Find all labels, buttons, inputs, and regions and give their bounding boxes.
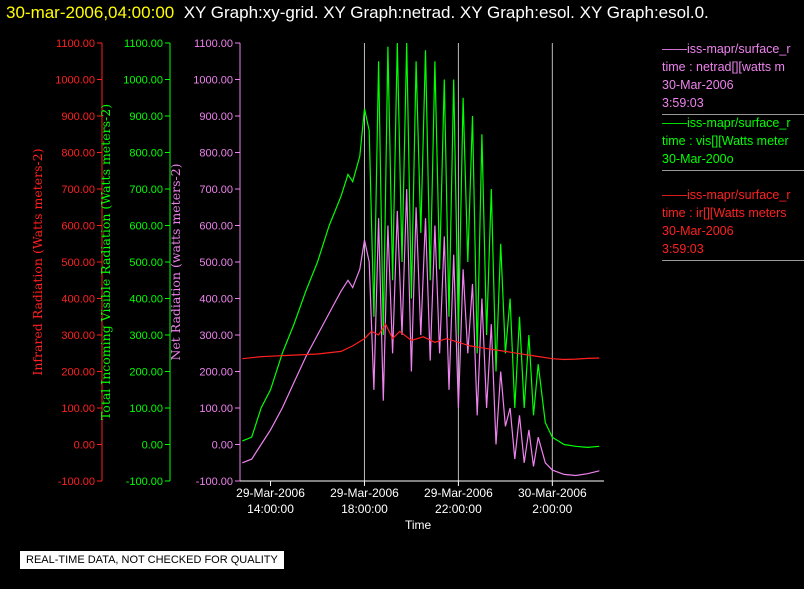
- y-tick-label-1-7: 600.00: [129, 221, 163, 233]
- legend-ir-field: time : ir[][Watts meters: [662, 206, 787, 220]
- legend-netrad-field: time : netrad[][watts m: [662, 60, 785, 74]
- y-tick-label-2-2: 100.00: [199, 403, 233, 415]
- y-tick-label-1-5: 400.00: [129, 294, 163, 306]
- legend-entry-ir: ——iss-mapr/surface_r time : ir[][Watts m…: [662, 186, 804, 261]
- y-tick-label-2-10: 900.00: [199, 111, 233, 123]
- y-tick-label-0-12: 1100.00: [56, 38, 95, 50]
- y-tick-label-2-7: 600.00: [199, 221, 233, 233]
- y-tick-label-1-9: 800.00: [129, 148, 163, 160]
- x-tick-date-1: 29-Mar-2006: [330, 486, 399, 500]
- series-line-vis: [242, 42, 600, 449]
- y-tick-label-0-8: 700.00: [61, 184, 95, 196]
- legend-ir-source: ——iss-mapr/surface_r: [662, 188, 791, 202]
- y-tick-label-1-12: 1100.00: [124, 38, 163, 50]
- x-tick-date-2: 29-Mar-2006: [424, 486, 493, 500]
- y-tick-label-2-6: 500.00: [199, 257, 233, 269]
- y-tick-label-1-4: 300.00: [129, 330, 163, 342]
- legend-vis-source: ——iss-mapr/surface_r: [662, 116, 791, 130]
- y-tick-label-2-1: 0.00: [212, 440, 233, 452]
- y-tick-label-1-8: 700.00: [129, 184, 163, 196]
- legend-entry-netrad: ——iss-mapr/surface_r time : netrad[][wat…: [662, 40, 804, 115]
- y-tick-label-1-3: 200.00: [129, 367, 163, 379]
- y-tick-label-2-9: 800.00: [199, 148, 233, 160]
- y-tick-label-2-8: 700.00: [199, 184, 233, 196]
- y-axis-title-1: Total Incoming Visible Radiation (Watts …: [98, 104, 113, 420]
- y-tick-label-0-4: 300.00: [61, 330, 95, 342]
- y-tick-label-2-11: 1000.00: [193, 75, 233, 87]
- y-tick-label-0-10: 900.00: [61, 111, 95, 123]
- x-tick-time-2: 22:00:00: [435, 502, 482, 516]
- x-tick-time-3: 2:00:00: [532, 502, 572, 516]
- legend-entry-vis: ——iss-mapr/surface_r time : vis[][Watts …: [662, 114, 804, 171]
- legend-netrad-source: ——iss-mapr/surface_r: [662, 42, 791, 56]
- x-axis-title: Time: [405, 518, 432, 532]
- y-tick-label-0-5: 400.00: [61, 294, 95, 306]
- y-axis-title-0: Infrared Radiation (Watts meters-2): [30, 148, 45, 375]
- y-tick-label-2-4: 300.00: [199, 330, 233, 342]
- legend-netrad-date: 30-Mar-2006: [662, 78, 734, 92]
- y-tick-label-0-0: -100.00: [58, 476, 95, 488]
- quality-notice: REAL-TIME DATA, NOT CHECKED FOR QUALITY: [20, 551, 284, 569]
- legend-ir-time: 3:59:03: [662, 242, 704, 256]
- x-tick-date-3: 30-Mar-2006: [518, 486, 587, 500]
- graph-list-label: XY Graph:xy-grid. XY Graph:netrad. XY Gr…: [183, 3, 709, 22]
- y-tick-label-2-3: 200.00: [199, 367, 233, 379]
- y-tick-label-2-12: 1100.00: [194, 38, 233, 50]
- legend-netrad-time: 3:59:03: [662, 96, 704, 110]
- x-tick-time-1: 18:00:00: [341, 502, 388, 516]
- y-tick-label-1-0: -100.00: [126, 476, 163, 488]
- y-tick-label-0-2: 100.00: [61, 403, 95, 415]
- y-tick-label-0-11: 1000.00: [55, 75, 95, 87]
- series-line-netrad: [242, 188, 600, 477]
- legend-ir-date: 30-Mar-2006: [662, 224, 734, 238]
- y-axis-title-2: Net Radiation (watts meters-2): [168, 163, 183, 360]
- legend-vis-field: time : vis[][Watts meter: [662, 134, 789, 148]
- y-tick-label-1-11: 1000.00: [123, 75, 163, 87]
- y-tick-label-1-6: 500.00: [129, 257, 163, 269]
- timestamp-label: 30-mar-2006,04:00:00: [6, 3, 175, 22]
- legend-vis-date: 30-Mar-200o: [662, 152, 734, 166]
- y-tick-label-0-1: 0.00: [74, 440, 95, 452]
- y-tick-label-1-10: 900.00: [129, 111, 163, 123]
- y-tick-label-2-5: 400.00: [199, 294, 233, 306]
- y-tick-label-1-1: 0.00: [142, 440, 163, 452]
- series-line-ir: [242, 322, 600, 361]
- x-tick-date-0: 29-Mar-2006: [236, 486, 305, 500]
- y-tick-label-1-2: 100.00: [129, 403, 163, 415]
- y-tick-label-0-3: 200.00: [61, 367, 95, 379]
- x-tick-time-0: 14:00:00: [247, 502, 294, 516]
- y-tick-label-2-0: -100.00: [196, 476, 233, 488]
- y-tick-label-0-6: 500.00: [61, 257, 95, 269]
- graph-header: 30-mar-2006,04:00:00 XY Graph:xy-grid. X…: [6, 2, 709, 24]
- y-tick-label-0-9: 800.00: [61, 148, 95, 160]
- y-tick-label-0-7: 600.00: [61, 221, 95, 233]
